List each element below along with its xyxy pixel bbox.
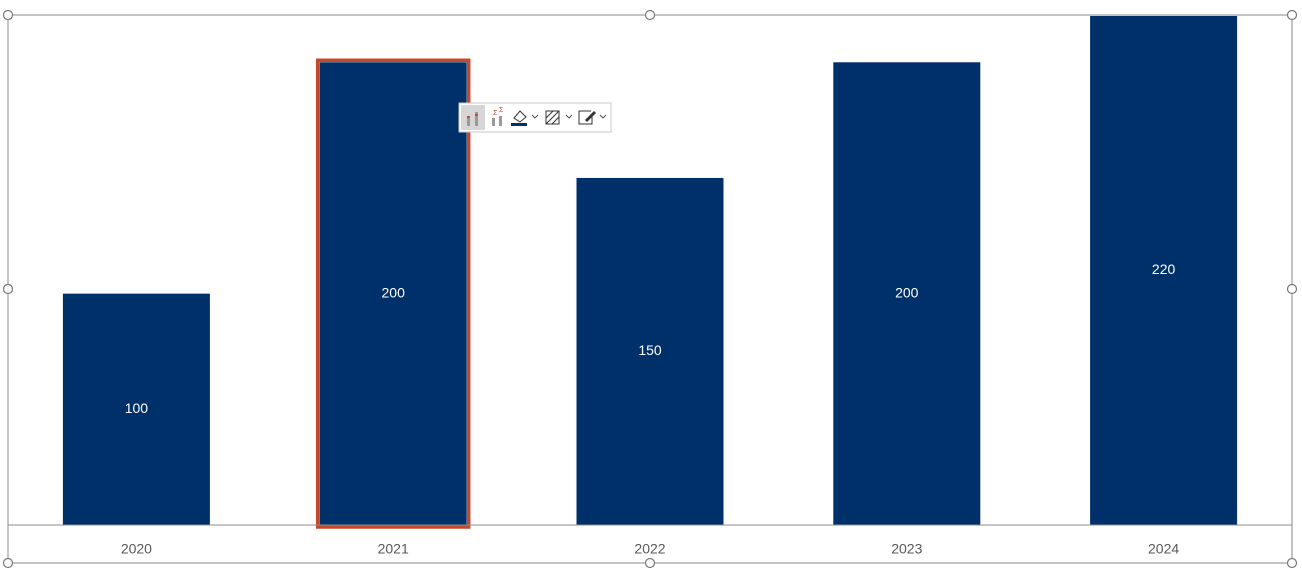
x-tick-label: 2021 bbox=[378, 541, 409, 557]
x-tick-label: 2023 bbox=[891, 541, 922, 557]
resize-handle[interactable] bbox=[1286, 283, 1298, 295]
resize-handle[interactable] bbox=[2, 9, 14, 21]
bar bbox=[62, 293, 210, 525]
svg-text:Σ: Σ bbox=[493, 110, 498, 117]
data-label: 100 bbox=[125, 400, 149, 416]
bar bbox=[833, 62, 981, 525]
pattern-button[interactable] bbox=[545, 110, 573, 125]
resize-handle[interactable] bbox=[2, 557, 14, 569]
selection-outline bbox=[315, 58, 471, 529]
resize-handle[interactable] bbox=[1286, 557, 1298, 569]
x-tick-label: 2020 bbox=[121, 541, 152, 557]
resize-handle[interactable] bbox=[1286, 9, 1298, 21]
x-tick-label: 2024 bbox=[1148, 541, 1179, 557]
plot-area: 100 2020 200 2021 150 2022 200 2023 220 2024 bbox=[8, 16, 1292, 557]
toolbar-button[interactable] bbox=[467, 112, 478, 126]
resize-handle[interactable] bbox=[644, 557, 656, 569]
outline-button[interactable] bbox=[578, 110, 607, 125]
data-label: 200 bbox=[382, 284, 406, 300]
bar bbox=[576, 177, 724, 526]
bar bbox=[1090, 16, 1238, 525]
x-tick-label: 2022 bbox=[634, 541, 665, 557]
svg-text:Σ: Σ bbox=[499, 107, 504, 114]
resize-handle[interactable] bbox=[2, 283, 14, 295]
data-label: 220 bbox=[1152, 261, 1176, 277]
bar[interactable] bbox=[319, 62, 467, 525]
data-label: 200 bbox=[895, 284, 919, 300]
fill-color-button[interactable] bbox=[511, 110, 539, 126]
toolbar-button[interactable] bbox=[461, 105, 485, 130]
resize-handle[interactable] bbox=[644, 9, 656, 21]
selection-handles bbox=[2, 9, 1298, 569]
data-label: 150 bbox=[638, 342, 662, 358]
